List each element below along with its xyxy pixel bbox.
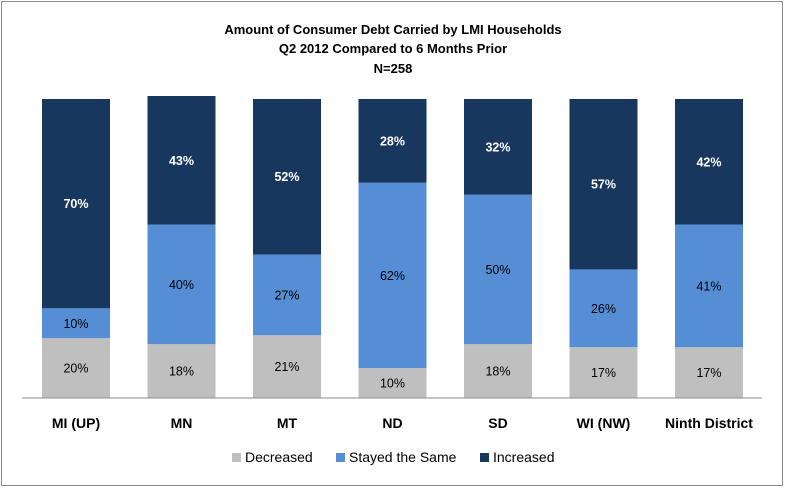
bar-segment-increased-4 bbox=[358, 99, 427, 183]
bars: 20% 10% 70% 18% 40% 43% 21% 27% 52% 10% 62% 28% 18% 5… bbox=[42, 96, 743, 398]
category-label: MN bbox=[171, 415, 193, 431]
legend-swatch-decreased bbox=[232, 453, 241, 462]
category-label: MT bbox=[277, 415, 298, 431]
data-label: 10% bbox=[380, 377, 405, 391]
data-label: 17% bbox=[696, 366, 721, 380]
bar-segment-stayed-the-same-5 bbox=[464, 194, 532, 345]
category-label: Ninth District bbox=[665, 415, 753, 431]
bar-segment-increased-3 bbox=[253, 99, 321, 255]
bar-segment-decreased-5 bbox=[464, 344, 532, 398]
data-label: 57% bbox=[591, 178, 616, 192]
legend-swatch-increased bbox=[480, 453, 489, 462]
data-label: 62% bbox=[380, 269, 405, 283]
data-label: 50% bbox=[485, 263, 510, 277]
bar-segment-increased-6 bbox=[569, 99, 638, 270]
chart-title-line-2: Q2 2012 Compared to 6 Months Prior bbox=[279, 41, 507, 56]
bar-segment-decreased-2 bbox=[147, 344, 216, 398]
chart-title-line-3: N=258 bbox=[374, 61, 413, 76]
data-label: 41% bbox=[696, 279, 721, 293]
bar-segment-stayed-the-same-2 bbox=[147, 224, 216, 345]
legend-label: Increased bbox=[493, 449, 554, 465]
bar-segment-decreased-4 bbox=[358, 368, 427, 398]
bar-segment-stayed-the-same-6 bbox=[569, 269, 638, 348]
bar-segment-decreased-3 bbox=[253, 335, 321, 398]
bar-segment-increased-7 bbox=[675, 99, 743, 225]
data-label: 18% bbox=[169, 365, 194, 379]
data-label: 52% bbox=[274, 170, 299, 184]
data-label: 43% bbox=[169, 154, 194, 168]
legend-swatch-stayed-the-same bbox=[336, 453, 345, 462]
bar-segment-stayed-the-same-4 bbox=[358, 182, 427, 369]
category-labels: MI (UP) MN MT ND SD WI (NW) Ninth District bbox=[52, 415, 753, 431]
bar-segment-increased-1 bbox=[42, 99, 110, 309]
bar-segment-increased-2 bbox=[147, 96, 216, 225]
data-label: 10% bbox=[63, 317, 88, 331]
data-label: 40% bbox=[169, 278, 194, 292]
bar-segment-stayed-the-same-3 bbox=[253, 254, 321, 336]
category-label: WI (NW) bbox=[577, 415, 631, 431]
category-label: MI (UP) bbox=[52, 415, 100, 431]
data-label: 32% bbox=[485, 140, 510, 154]
data-label: 70% bbox=[63, 197, 88, 211]
data-label: 42% bbox=[696, 155, 721, 169]
data-label: 20% bbox=[63, 362, 88, 376]
chart-title: Amount of Consumer Debt Carried by LMI H… bbox=[224, 22, 561, 76]
bar-segment-stayed-the-same-7 bbox=[675, 224, 743, 348]
data-label: 21% bbox=[274, 360, 299, 374]
legend-label: Decreased bbox=[245, 449, 313, 465]
data-label: 27% bbox=[274, 288, 299, 302]
data-label: 18% bbox=[485, 365, 510, 379]
bar-segment-increased-5 bbox=[464, 99, 532, 195]
bar-segment-decreased-1 bbox=[42, 338, 110, 398]
category-label: SD bbox=[488, 415, 507, 431]
bar-segment-decreased-6 bbox=[569, 347, 638, 398]
legend-label: Stayed the Same bbox=[349, 449, 457, 465]
data-label: 26% bbox=[591, 302, 616, 316]
bar-segment-decreased-7 bbox=[675, 347, 743, 398]
legend: Decreased Stayed the Same Increased bbox=[232, 449, 554, 465]
chart-title-line-1: Amount of Consumer Debt Carried by LMI H… bbox=[224, 22, 561, 37]
bar-segment-stayed-the-same-1 bbox=[42, 308, 110, 339]
data-label: 17% bbox=[591, 366, 616, 380]
data-label: 28% bbox=[380, 134, 405, 148]
category-label: ND bbox=[382, 415, 402, 431]
